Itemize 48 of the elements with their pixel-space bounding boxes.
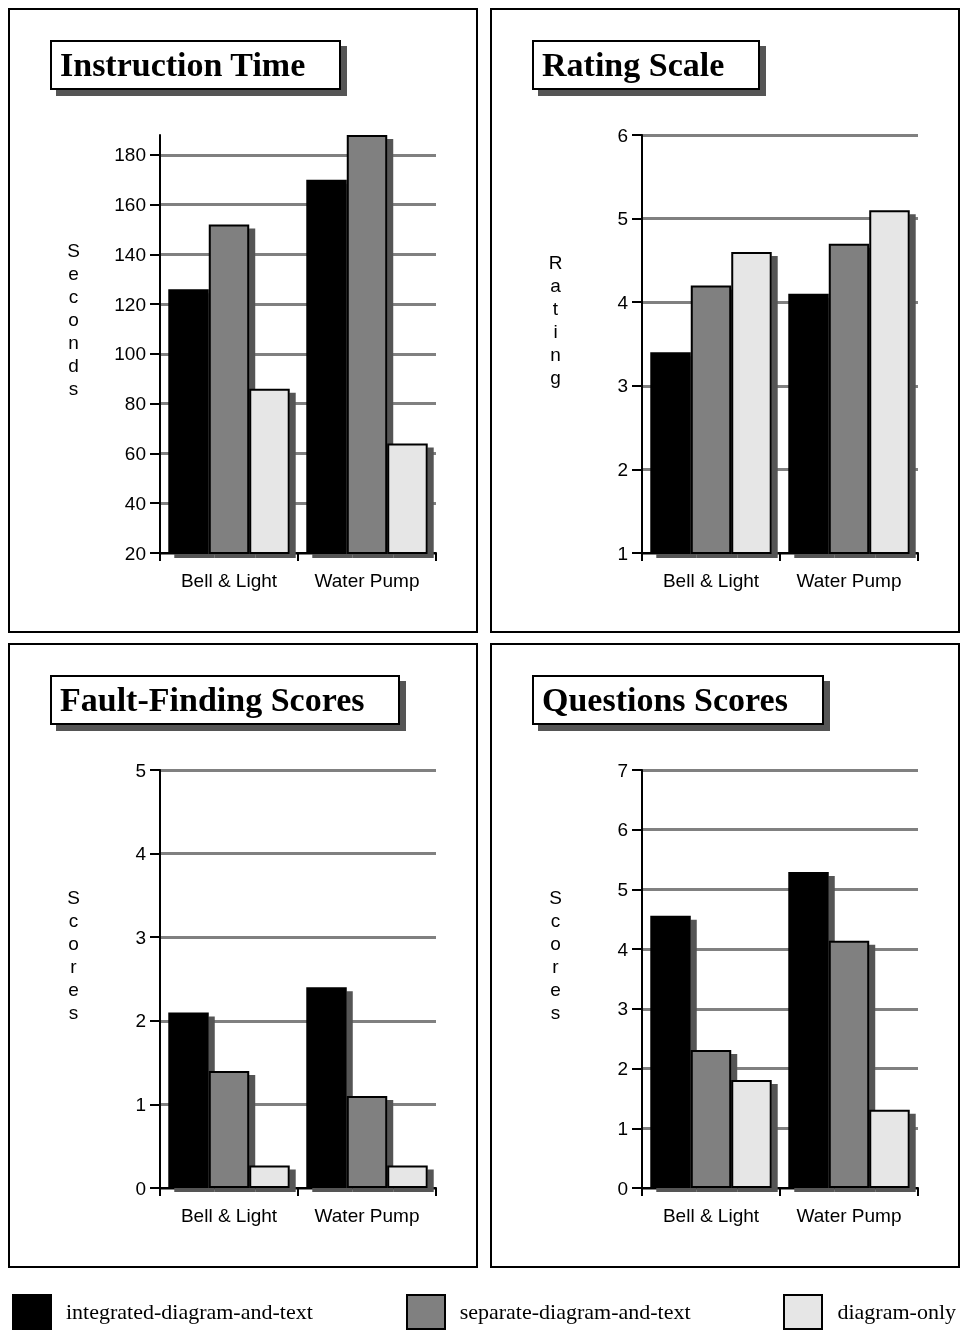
y-tick-label: 4 xyxy=(135,843,147,865)
y-tick-label: 6 xyxy=(617,819,628,841)
y-tick-label: 80 xyxy=(124,393,146,415)
y-tick-label: 20 xyxy=(124,542,146,564)
x-tick-label: Water Pump xyxy=(314,1205,420,1226)
y-tick-label: 4 xyxy=(617,938,629,960)
x-tick-label: Water Pump xyxy=(796,570,902,591)
y-tick-label: 2 xyxy=(617,458,628,480)
y-tick-label: 1 xyxy=(135,1093,146,1115)
y-tick-label: 120 xyxy=(114,293,146,315)
y-tick-label: 2 xyxy=(135,1010,146,1032)
x-tick-label: Bell & Light xyxy=(180,1205,278,1226)
y-tick-label: 5 xyxy=(135,759,146,781)
legend-label: separate-diagram-and-text xyxy=(459,1299,691,1325)
y-tick-label: 2 xyxy=(617,1058,628,1080)
y-tick-label: 1 xyxy=(617,542,628,564)
chart-title: Questions Scores xyxy=(532,675,824,725)
y-tick-label: 140 xyxy=(114,243,146,265)
x-tick-label: Water Pump xyxy=(796,1205,902,1226)
y-tick-label: 3 xyxy=(617,998,628,1020)
y-tick-label: 0 xyxy=(617,1177,628,1199)
y-axis-title: Scores xyxy=(62,886,84,1025)
y-axis-title: Seconds xyxy=(62,240,84,401)
y-axis-title: Rating xyxy=(544,251,566,390)
y-tick-label: 5 xyxy=(617,208,628,230)
y-tick-label: 180 xyxy=(114,144,146,166)
chart-title: Fault-Finding Scores xyxy=(50,675,401,725)
y-tick-label: 4 xyxy=(617,291,629,313)
x-tick-label: Water Pump xyxy=(314,570,420,591)
y-tick-label: 3 xyxy=(135,926,146,948)
x-tick-label: Bell & Light xyxy=(662,570,760,591)
y-tick-label: 7 xyxy=(617,759,628,781)
chart-title: Instruction Time xyxy=(50,40,342,90)
y-tick-label: 3 xyxy=(617,375,628,397)
y-tick-label: 5 xyxy=(617,878,628,900)
y-axis-title: Scores xyxy=(544,886,566,1025)
y-tick-label: 60 xyxy=(124,442,146,464)
y-tick-label: 1 xyxy=(617,1117,628,1139)
legend-label: diagram-only xyxy=(837,1299,956,1325)
y-tick-label: 40 xyxy=(124,492,146,514)
x-tick-label: Bell & Light xyxy=(180,570,278,591)
y-tick-label: 6 xyxy=(617,124,628,146)
y-tick-label: 100 xyxy=(114,343,146,365)
y-tick-label: 160 xyxy=(114,194,146,216)
chart-title: Rating Scale xyxy=(532,40,761,90)
x-tick-label: Bell & Light xyxy=(662,1205,760,1226)
legend-label: integrated-diagram-and-text xyxy=(66,1299,313,1325)
y-tick-label: 0 xyxy=(135,1177,146,1199)
